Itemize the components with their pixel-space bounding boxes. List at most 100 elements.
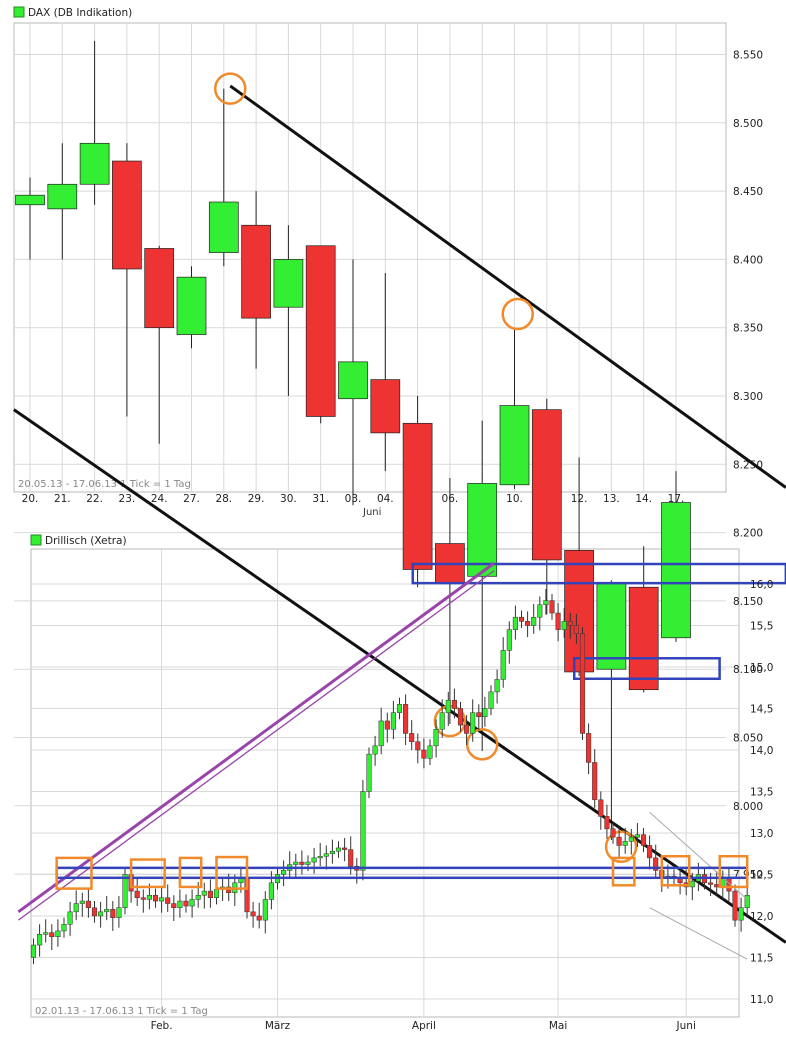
- dax-candle-body: [402, 422, 433, 570]
- drillisch-candle-body: [323, 853, 329, 857]
- drillisch-y-tick-label: 12,5: [750, 870, 773, 882]
- dax-x-tick-label: 23.: [119, 493, 136, 505]
- drillisch-candle-body: [342, 847, 348, 850]
- drillisch-candle-body: [360, 791, 366, 871]
- drillisch-candle-body: [305, 861, 311, 865]
- drillisch-candle-body: [470, 712, 476, 734]
- drillisch-candle-body: [738, 907, 744, 921]
- drillisch-candle-body: [451, 699, 457, 709]
- drillisch-y-tick-label: 13,5: [750, 787, 773, 799]
- drillisch-y-tick-label: 14,5: [750, 704, 773, 716]
- dax-x-tick-label: 24.: [151, 493, 168, 505]
- drillisch-candle-body: [201, 890, 207, 896]
- drillisch-x-tick-label: April: [412, 1020, 436, 1032]
- drillisch-candle-body: [494, 679, 500, 693]
- drillisch-candle-body: [73, 903, 79, 913]
- drillisch-candle-body: [104, 909, 110, 913]
- drillisch-x-tick-label: Mai: [549, 1020, 567, 1032]
- drillisch-candle-body: [567, 621, 573, 626]
- drillisch-candle-body: [122, 874, 128, 908]
- drillisch-candle-body: [415, 741, 421, 751]
- drillisch-candle-body: [457, 708, 464, 726]
- drillisch-candle-body: [543, 600, 549, 605]
- drillisch-y-tick-label: 14,0: [750, 745, 773, 757]
- drillisch-candle-body: [189, 899, 195, 907]
- drillisch-candle-body: [500, 650, 506, 680]
- drillisch-highlight-box: [55, 856, 93, 890]
- drillisch-candle-body: [579, 633, 586, 734]
- dax-chart-marks: 8.550 8.500 8.450 8.400 8.350 8.300 8.250 8.200…: [12, 40, 786, 944]
- drillisch-highlight-box: [611, 856, 636, 887]
- drillisch-chart-title: Drillisch (Xetra): [45, 535, 127, 547]
- drillisch-y-tick-label: 11,0: [750, 994, 773, 1006]
- drillisch-candle-body: [268, 882, 274, 900]
- dax-candle-body: [628, 586, 659, 691]
- dax-candle-body: [47, 183, 78, 210]
- drillisch-candle-body: [372, 745, 378, 755]
- drillisch-candle-body: [732, 890, 738, 921]
- drillisch-candle-body: [317, 855, 323, 859]
- drillisch-candle-body: [348, 849, 354, 867]
- dax-x-tick-label: 13.: [603, 493, 620, 505]
- drillisch-candle-body: [146, 895, 152, 900]
- drillisch-candle-body: [281, 870, 287, 875]
- drillisch-candle-body: [207, 890, 213, 898]
- drillisch-y-tick-label: 15,0: [750, 662, 773, 674]
- dax-highlight-circle: [501, 297, 534, 331]
- dax-candle-body: [338, 361, 368, 400]
- drillisch-candle-body: [183, 900, 189, 907]
- drillisch-candle-body: [518, 616, 525, 622]
- drillisch-candle-body: [592, 762, 598, 801]
- dax-month-label: Juni: [362, 507, 381, 518]
- drillisch-candle-body: [390, 712, 396, 730]
- drillisch-candle-body: [37, 934, 43, 946]
- dax-y-tick-label: 8.500: [733, 118, 763, 130]
- dax-x-tick-label: 10.: [506, 493, 523, 505]
- dax-highlight-circle: [604, 830, 638, 864]
- drillisch-candle-body: [366, 753, 372, 792]
- drillisch-candle-body: [384, 720, 390, 730]
- drillisch-candle-body: [311, 857, 317, 863]
- drillisch-candle-body: [586, 733, 592, 763]
- drillisch-candle-body: [531, 616, 537, 626]
- drillisch-candle-body: [476, 712, 482, 718]
- dax-chart-title: DAX (DB Indikation): [28, 7, 132, 19]
- drillisch-candle-body: [427, 745, 433, 759]
- drillisch-candle-body: [708, 882, 714, 885]
- dax-candle-body: [15, 194, 45, 206]
- drillisch-candle-body: [714, 884, 720, 888]
- dax-channel-line: [12, 408, 786, 944]
- drillisch-candle-body: [604, 816, 610, 830]
- drillisch-candle-body: [653, 857, 659, 871]
- drillisch-candle-body: [140, 897, 146, 900]
- drillisch-candle-body: [634, 834, 640, 838]
- dax-y-tick-label: 8.050: [733, 733, 763, 745]
- drillisch-x-tick-label: Feb.: [151, 1020, 173, 1032]
- drillisch-candle-body: [43, 932, 49, 935]
- drillisch-candle-body: [396, 704, 403, 713]
- dax-y-tick-label: 8.400: [733, 254, 763, 266]
- drillisch-highlight-box: [660, 854, 691, 887]
- drillisch-candle-body: [256, 915, 262, 921]
- drillisch-highlight-box: [129, 858, 166, 889]
- drillisch-candle-body: [622, 841, 628, 846]
- drillisch-candle-body: [293, 861, 299, 865]
- dax-candle-body: [305, 245, 336, 417]
- drillisch-y-tick-label: 11,5: [750, 953, 773, 965]
- drillisch-candle-body: [30, 944, 37, 958]
- drillisch-candle-body: [171, 903, 177, 908]
- drillisch-candle-body: [335, 847, 342, 852]
- dax-highlight-circle: [465, 728, 499, 761]
- drillisch-candle-body: [61, 924, 67, 932]
- drillisch-candle-body: [464, 724, 470, 734]
- dax-candle-body: [144, 248, 175, 329]
- drillisch-candle-body: [110, 909, 116, 918]
- dax-y-tick-label: 8.150: [733, 596, 763, 608]
- dax-channel-line: [229, 84, 786, 489]
- dax-y-tick-label: 8.550: [733, 50, 763, 62]
- dax-y-tick-label: 8.000: [733, 801, 763, 813]
- drillisch-candle-body: [421, 749, 427, 759]
- drillisch-candle-body: [159, 897, 165, 902]
- drillisch-candle-body: [85, 900, 91, 908]
